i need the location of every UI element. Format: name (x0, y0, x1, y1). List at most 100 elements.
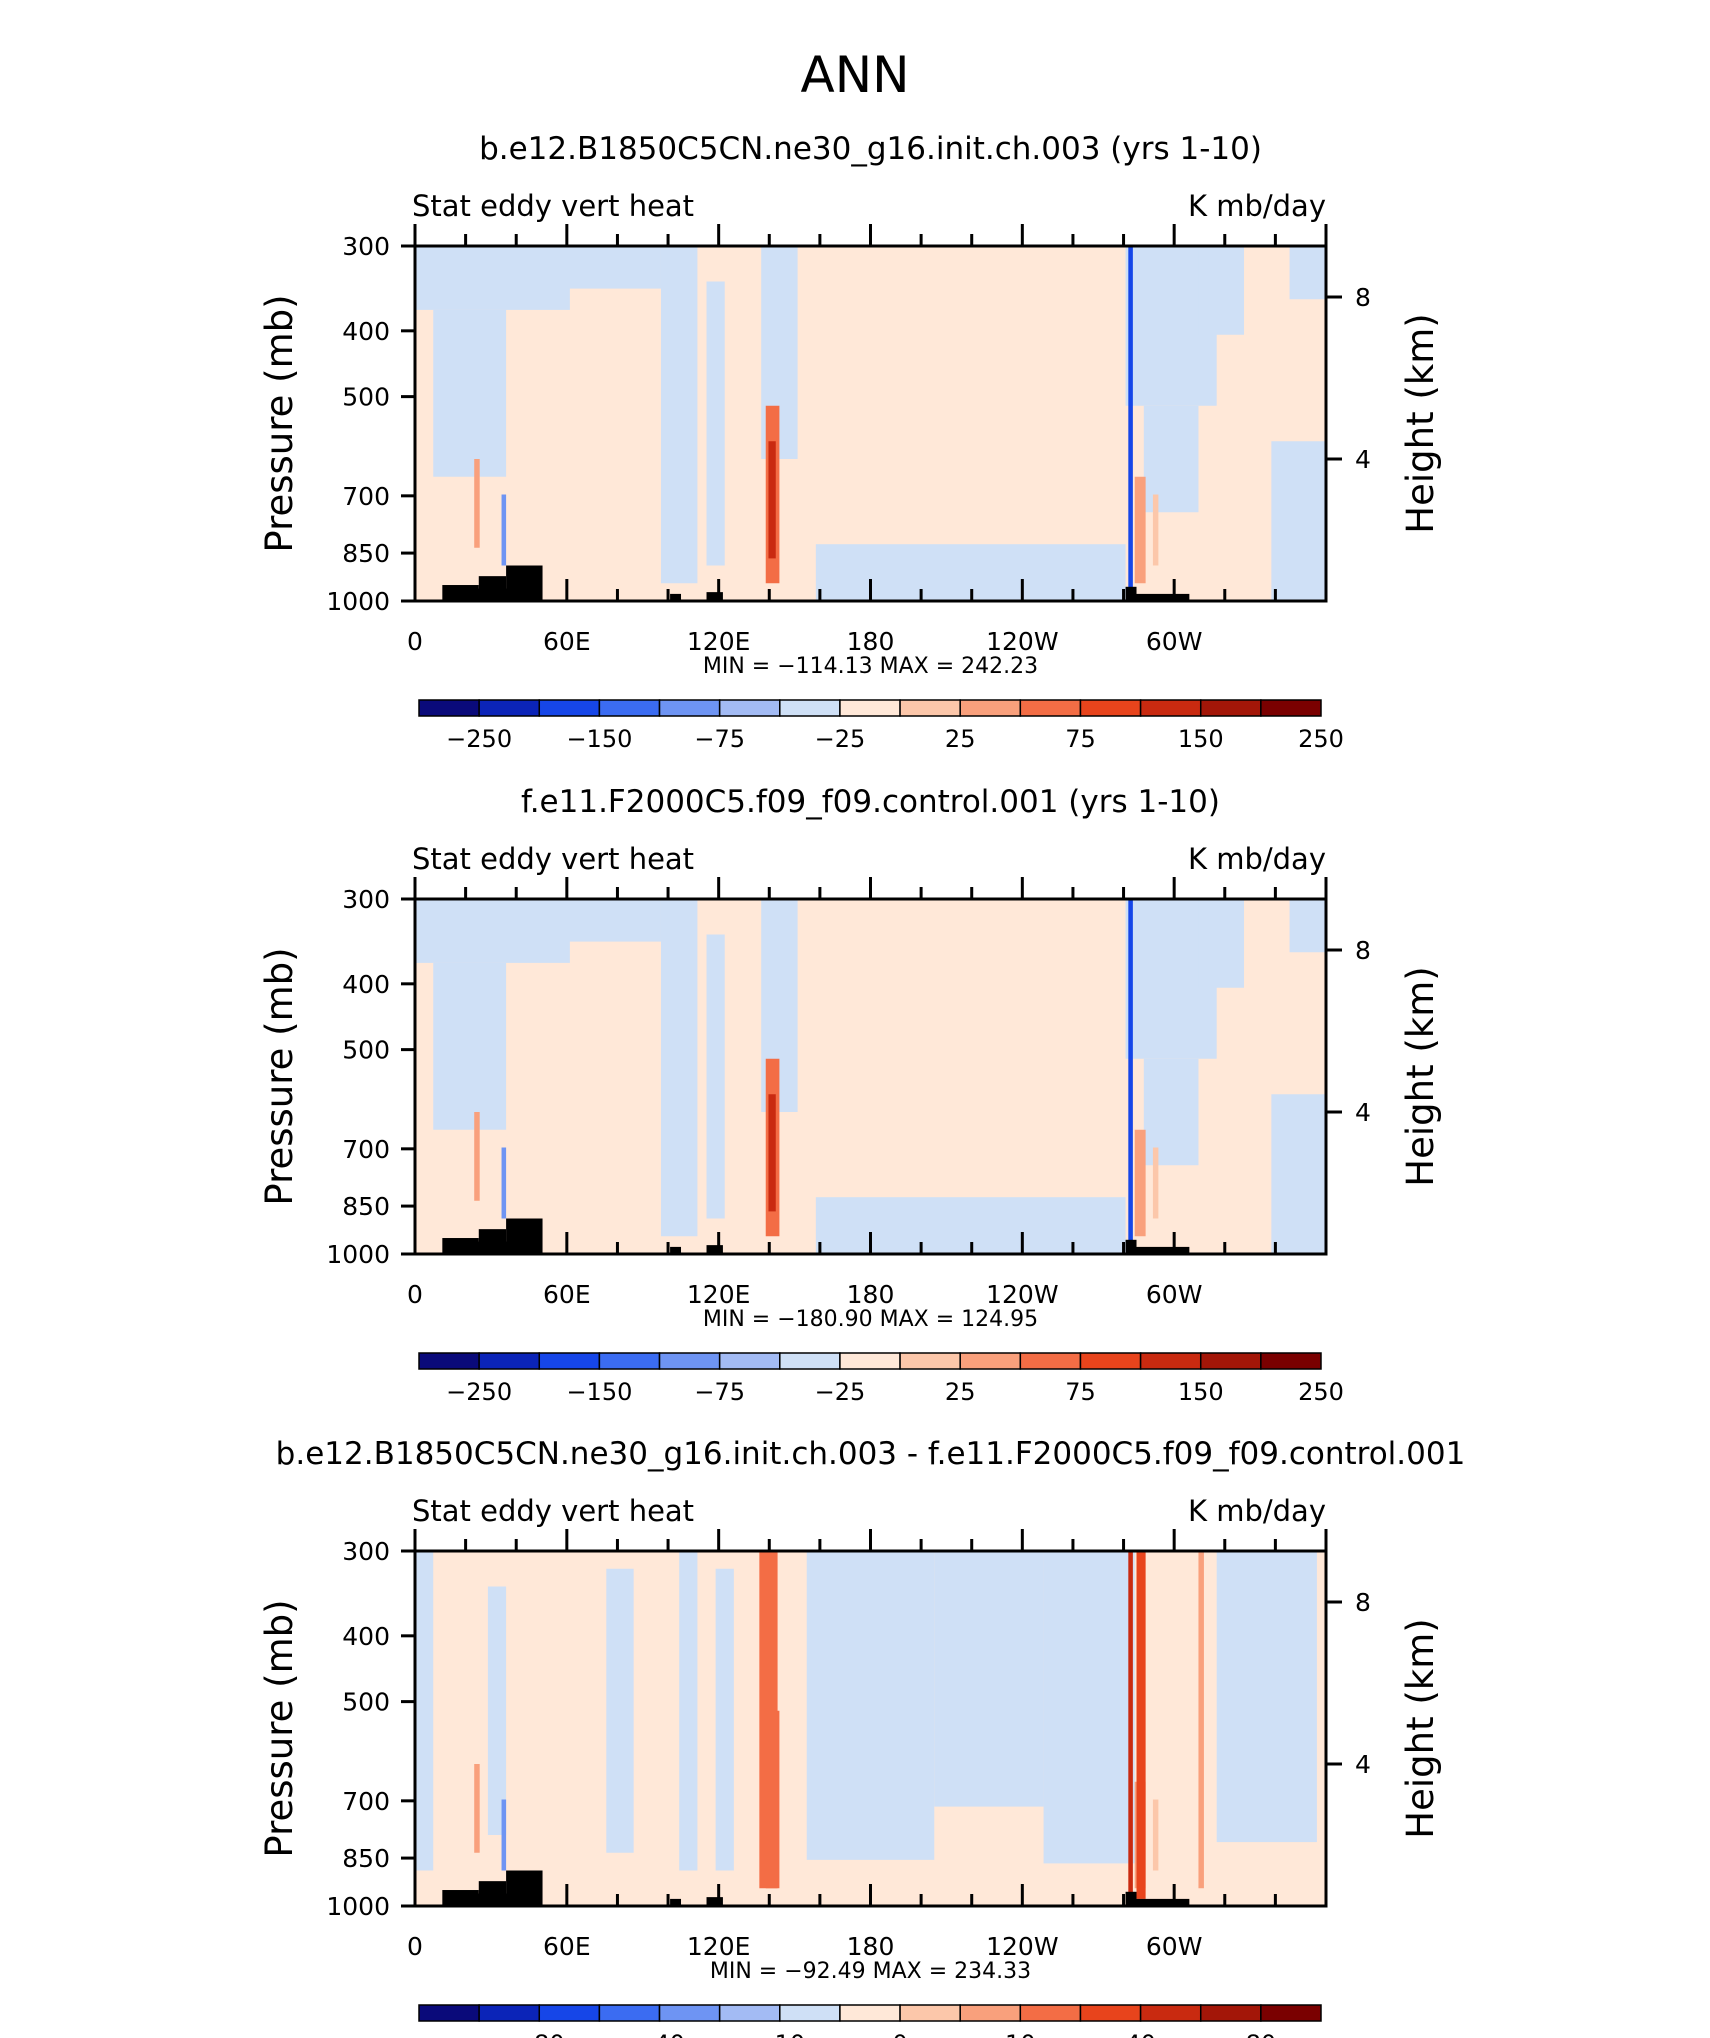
x-tick-label: 60E (543, 1932, 591, 1961)
x-tick-label: 180 (847, 1932, 895, 1961)
colorbar-swatch (538, 2004, 601, 2022)
x-tick-label: 180 (847, 1280, 895, 1309)
field-streak (474, 1764, 480, 1853)
y-right-axis-label: Height (km) (1399, 1618, 1442, 1838)
colorbar-label: 150 (1178, 1378, 1224, 1406)
field-streak (768, 441, 776, 559)
colorbar-swatch (718, 699, 781, 717)
negative-region (679, 1551, 698, 1871)
negative-region (660, 246, 698, 584)
x-tick-label: 60E (543, 627, 591, 656)
colorbar-swatch (1199, 699, 1262, 717)
x-tick-label: 60W (1146, 1932, 1203, 1961)
left-label: Stat eddy vert heat (412, 842, 694, 876)
colorbar-swatch (1139, 699, 1202, 717)
negative-region (415, 899, 570, 963)
x-tick-label: 60W (1146, 1280, 1203, 1309)
negative-region (433, 962, 507, 1130)
x-tick-label: 0 (407, 1932, 423, 1961)
topography (506, 1218, 543, 1254)
negative-region (706, 934, 725, 1219)
colorbar-swatch (658, 2004, 721, 2022)
colorbar-swatch (1019, 699, 1082, 717)
colorbar-swatch (418, 2004, 480, 2022)
x-tick-label: 60W (1146, 627, 1203, 656)
left-label: Stat eddy vert heat (412, 1494, 694, 1528)
field-streak (1152, 1799, 1159, 1871)
colorbar-swatch (839, 2004, 901, 2022)
y-right-tick-label: 4 (1355, 1098, 1371, 1127)
colorbar-swatch (839, 699, 901, 717)
x-tick-label: 120E (687, 1280, 751, 1309)
topography (1125, 1891, 1137, 1906)
colorbar-label: −10 (754, 2030, 805, 2038)
negative-region (706, 281, 725, 566)
topography (446, 1241, 511, 1254)
colorbar-swatch (478, 1352, 541, 1370)
colorbar-swatch (899, 2004, 961, 2022)
y-tick-label: 300 (342, 1537, 390, 1566)
field-streak (1128, 246, 1133, 594)
y-right-tick-label: 4 (1355, 1750, 1371, 1779)
y-tick-label: 1000 (326, 1240, 390, 1269)
y-axis-label: Pressure (mb) (258, 1599, 301, 1857)
field-streak (1128, 899, 1133, 1247)
x-tick-label: 120E (687, 627, 751, 656)
colorbar-swatch (779, 2004, 841, 2022)
negative-region (1143, 405, 1199, 513)
negative-region (1216, 1551, 1317, 1843)
negative-region (1198, 246, 1245, 335)
colorbar-swatch (418, 699, 480, 717)
colorbar-swatch (538, 699, 601, 717)
y-right-tick-label: 4 (1355, 445, 1371, 474)
colorbar-swatch (658, 1352, 721, 1370)
colorbar-swatch (598, 2004, 661, 2022)
panel-title: f.e11.F2000C5.f09_f09.control.001 (yrs 1… (521, 784, 1220, 820)
panel-2: f.e11.F2000C5.f09_f09.control.001 (yrs 1… (258, 784, 1442, 1406)
topography (506, 565, 543, 601)
colorbar-swatch (418, 1352, 480, 1370)
colorbar-swatch (1079, 699, 1142, 717)
colorbar-swatch (1260, 1352, 1322, 1370)
field-streak (1128, 1551, 1133, 1899)
min-max-stats: MIN = −92.49 MAX = 234.33 (710, 1959, 1031, 1984)
negative-region (1289, 899, 1326, 953)
negative-region (487, 1586, 507, 1835)
field-streak (888, 1870, 944, 1906)
colorbar-label: 75 (1065, 725, 1096, 753)
topography (1134, 1246, 1190, 1254)
negative-region (934, 1551, 1044, 1807)
colorbar-label: 150 (1178, 725, 1224, 753)
field-streak (759, 1551, 778, 1889)
colorbar-label: 250 (1298, 1378, 1344, 1406)
x-tick-label: 120W (986, 1280, 1058, 1309)
x-tick-label: 120W (986, 1932, 1058, 1961)
y-tick-label: 850 (342, 1844, 390, 1873)
y-tick-label: 850 (342, 1192, 390, 1221)
colorbar-swatch (718, 1352, 781, 1370)
topography (706, 1245, 723, 1254)
negative-region (1289, 246, 1326, 300)
colorbar-label: −75 (694, 725, 745, 753)
colorbar-swatch (1079, 1352, 1142, 1370)
colorbar-swatch (959, 1352, 1022, 1370)
y-tick-label: 500 (342, 1688, 390, 1717)
negative-region (715, 1568, 734, 1871)
colorbar-swatch (899, 699, 961, 717)
colorbar-swatch (839, 1352, 901, 1370)
topography (706, 592, 723, 601)
colorbar-swatch (1199, 2004, 1262, 2022)
field-streak (1152, 1147, 1159, 1219)
y-tick-label: 300 (342, 885, 390, 914)
y-tick-label: 700 (342, 1787, 390, 1816)
topography (670, 1898, 682, 1906)
y-tick-label: 700 (342, 1135, 390, 1164)
y-right-axis-label: Height (km) (1399, 966, 1442, 1186)
colorbar-label: −25 (815, 725, 866, 753)
y-axis-label: Pressure (mb) (258, 947, 301, 1205)
x-tick-label: 120W (986, 627, 1058, 656)
right-label: K mb/day (1188, 842, 1326, 876)
colorbar-swatch (718, 2004, 781, 2022)
x-tick-label: 120E (687, 1932, 751, 1961)
x-tick-label: 60E (543, 1280, 591, 1309)
